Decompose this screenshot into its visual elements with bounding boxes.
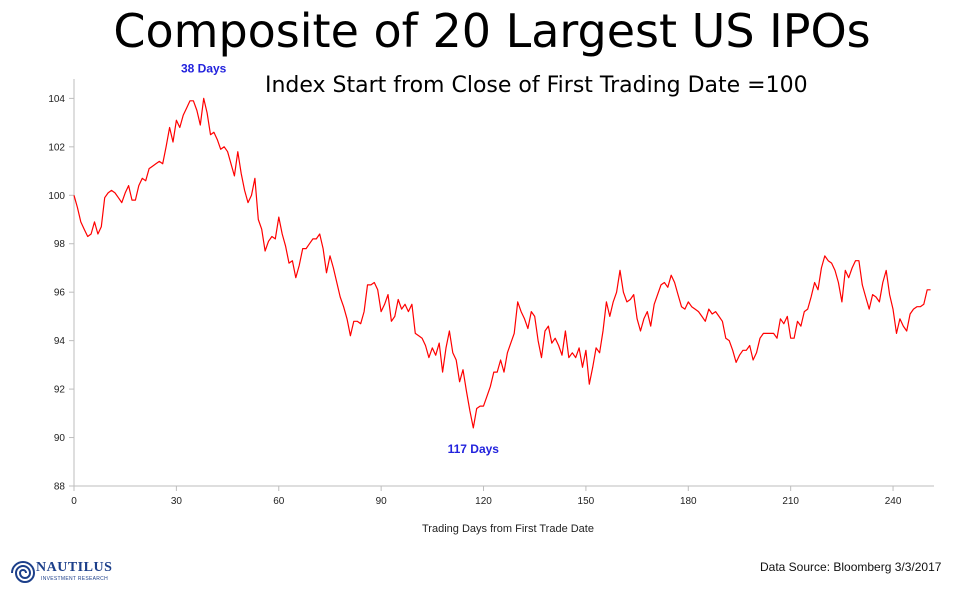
data-source-note: Data Source: Bloomberg 3/3/2017	[760, 560, 942, 574]
x-tick-label: 0	[71, 496, 77, 507]
y-tick-label: 102	[48, 142, 65, 153]
y-tick-label: 96	[54, 288, 66, 299]
chart-subtitle: Index Start from Close of First Trading …	[265, 73, 808, 98]
y-tick-label: 94	[54, 336, 66, 347]
series-line-0	[73, 97, 931, 429]
annotation-label-0: 38 Days	[181, 61, 227, 75]
x-tick-label: 210	[782, 496, 799, 507]
x-tick-label: 90	[376, 496, 388, 507]
x-tick-label: 120	[475, 496, 492, 507]
x-tick-label: 30	[171, 496, 183, 507]
logo-tagline: INVESTMENT RESEARCH	[41, 576, 109, 582]
x-tick-label: 60	[273, 496, 285, 507]
x-axis-label: Trading Days from First Trade Date	[422, 523, 594, 535]
nautilus-shell-icon	[11, 561, 36, 583]
chart-title: Composite of 20 Largest US IPOs	[113, 4, 871, 58]
y-tick-label: 100	[48, 191, 65, 202]
y-tick-label: 90	[54, 433, 66, 444]
nautilus-logo: NAUTILUS INVESTMENT RESEARCH	[8, 556, 128, 590]
y-tick-label: 92	[54, 385, 66, 396]
logo-name: NAUTILUS	[36, 560, 113, 575]
annotation-label-1: 117 Days	[448, 442, 500, 456]
y-tick-label: 98	[54, 239, 66, 250]
y-tick-label: 104	[48, 94, 65, 105]
x-tick-label: 150	[578, 496, 595, 507]
x-tick-label: 180	[680, 496, 697, 507]
y-tick-label: 88	[54, 482, 66, 493]
x-tick-label: 240	[885, 496, 902, 507]
